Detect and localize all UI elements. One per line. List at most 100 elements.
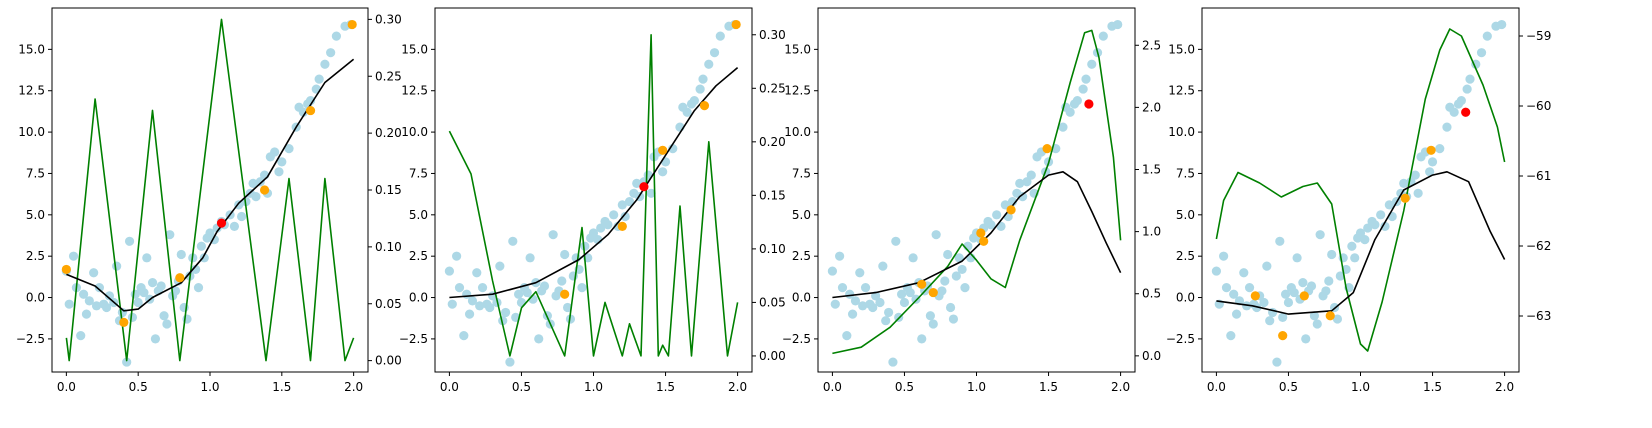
y-tick-label: 7.5 — [409, 166, 428, 180]
data-point — [588, 228, 599, 238]
data-point — [1289, 287, 1299, 298]
x-tick-label: 1.0 — [1351, 380, 1370, 394]
data-point — [1363, 223, 1373, 233]
data-point — [1306, 281, 1317, 291]
data-point — [1015, 178, 1025, 188]
x-tick-label: 1.0 — [584, 380, 603, 394]
data-point — [937, 286, 947, 296]
y-tick-label: −2.5 — [1166, 332, 1195, 346]
data-point — [495, 261, 505, 271]
x-tick-label: 1.0 — [967, 380, 986, 394]
data-point — [454, 283, 465, 293]
data-point — [1315, 230, 1325, 240]
data-point — [698, 74, 708, 84]
x-tick-label: 2.0 — [1111, 380, 1130, 394]
y-tick-label: 2.5 — [1176, 249, 1195, 263]
data-point — [516, 297, 527, 308]
acquisition-line — [448, 33, 739, 357]
x-tick-label: 0.0 — [57, 380, 76, 394]
data-point — [603, 220, 613, 230]
x-tick-label: 1.0 — [200, 380, 219, 394]
subplot-1: 0.0 0.5 1.0 1.5 2.0 −2.5 0.0 2.5 5.0 7.5 10.0 12.5 1… — [16, 7, 402, 394]
data-point — [1292, 253, 1302, 263]
x-tick-label: 2.0 — [728, 380, 747, 394]
data-point — [522, 287, 532, 298]
data-point — [884, 307, 894, 318]
data-point — [847, 309, 858, 319]
y-tick-label: 0.0 — [409, 291, 428, 305]
data-point — [508, 236, 518, 246]
data-point — [1312, 319, 1322, 329]
data-point — [842, 331, 852, 341]
data-point — [891, 236, 901, 246]
data-point — [165, 230, 175, 240]
data-point — [513, 289, 524, 299]
data-point — [91, 301, 102, 311]
data-point — [709, 48, 720, 58]
data-point — [475, 301, 485, 311]
data-point — [1384, 200, 1394, 210]
data-point — [945, 302, 956, 313]
x-tick-label: 0.5 — [895, 380, 914, 394]
data-point — [1335, 271, 1345, 281]
data-point — [1321, 286, 1331, 296]
data-point — [1462, 84, 1472, 94]
selected-point — [928, 287, 938, 298]
data-point — [878, 261, 888, 271]
y-tick-label: 10.0 — [784, 125, 811, 139]
data-point — [112, 261, 122, 271]
y2-tick-label: 0.10 — [759, 242, 786, 256]
y-tick-label: −2.5 — [399, 332, 428, 346]
y2-tick-label: 0.30 — [375, 12, 402, 26]
y2-tick-label: 0.15 — [759, 188, 786, 202]
y-tick-label: 5.0 — [1176, 208, 1195, 222]
data-point — [305, 96, 316, 106]
data-point — [444, 266, 455, 276]
data-point — [176, 249, 186, 260]
data-point — [562, 302, 573, 313]
acquisition-line — [1215, 28, 1506, 352]
y2-tick-label: −62 — [1526, 239, 1551, 253]
data-point — [196, 241, 206, 251]
data-point — [609, 210, 619, 220]
y2-tick-label: 0.30 — [759, 28, 786, 42]
y-tick-label: 0.0 — [26, 291, 45, 305]
data-point — [695, 84, 705, 94]
data-point — [104, 291, 115, 301]
data-point — [1262, 261, 1272, 271]
data-point — [1272, 357, 1282, 367]
data-point — [960, 283, 970, 293]
x-tick-label: 1.5 — [1423, 380, 1442, 394]
data-point — [452, 251, 462, 261]
data-point — [79, 289, 89, 299]
data-point — [931, 230, 941, 240]
data-point — [1301, 334, 1311, 344]
data-point — [1350, 253, 1360, 263]
x-tick-label: 0.5 — [512, 380, 531, 394]
data-point — [704, 59, 714, 69]
selected-point — [1278, 331, 1288, 341]
data-point — [1265, 316, 1275, 326]
y2-tick-label: 0.20 — [759, 135, 786, 149]
data-point — [464, 309, 475, 319]
data-point — [1018, 192, 1028, 202]
y2-tick-label: 2.0 — [1142, 100, 1161, 114]
subplot-4: 0.0 0.5 1.0 1.5 2.0 −2.5 0.0 2.5 5.0 7.5 10.0 12.5 1… — [1166, 7, 1551, 394]
data-point — [81, 309, 92, 319]
data-point — [957, 264, 967, 275]
data-point — [147, 278, 158, 288]
y-tick-label: 0.0 — [792, 291, 811, 305]
data-point — [156, 281, 166, 291]
data-point — [64, 299, 74, 309]
data-point — [1309, 311, 1319, 321]
acquisition-line — [65, 18, 355, 362]
data-point — [314, 74, 324, 84]
y-tick-label: 7.5 — [1176, 166, 1195, 180]
data-point — [1072, 96, 1082, 106]
data-point — [951, 271, 961, 281]
data-point — [1113, 19, 1123, 30]
query-point — [1461, 107, 1471, 117]
y2-tick-label: −59 — [1526, 29, 1551, 43]
selected-point — [560, 289, 570, 299]
y-tick-label: 2.5 — [409, 249, 428, 263]
